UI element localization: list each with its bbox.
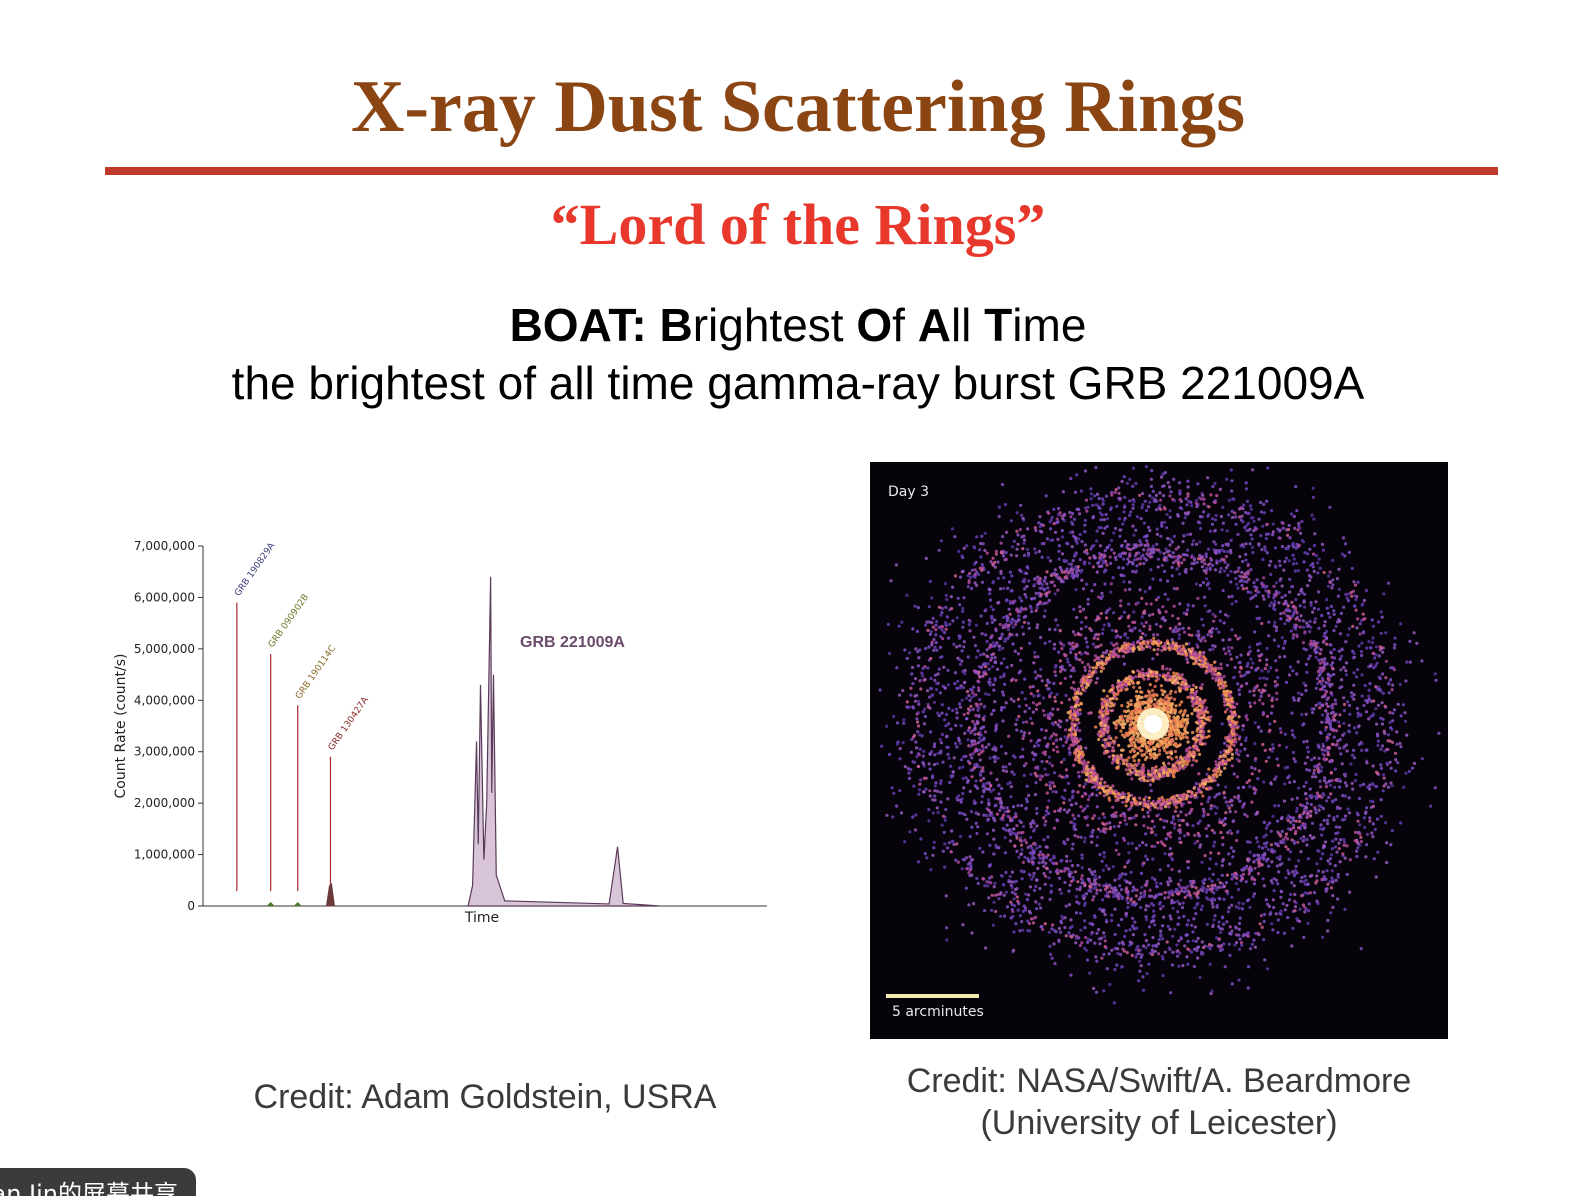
boat-segment: f	[892, 299, 918, 351]
boat-heading: BOAT: Brightest Of All Time	[0, 297, 1596, 353]
credit-left: Credit: Adam Goldstein, USRA	[253, 1078, 717, 1116]
y-tick-label: 4,000,000	[134, 693, 195, 707]
y-tick-label: 6,000,000	[134, 590, 195, 604]
x-axis-label: Time	[464, 910, 499, 926]
grb-small-bump	[266, 902, 275, 906]
boat-segment: A	[917, 299, 951, 351]
boat-segment: O	[856, 299, 893, 351]
boat-segment: B	[659, 299, 693, 351]
grb-130427a-bump	[325, 882, 336, 907]
boat-segment	[647, 299, 660, 351]
grb-221009a-curve	[467, 576, 660, 907]
boat-segment: ime	[1012, 299, 1087, 351]
boat-segment: T	[984, 299, 1013, 351]
count-rate-chart: 0 1,000,000 2,000,000 3,000,000 4,000,000 5,0…	[105, 540, 795, 960]
boat-description: the brightest of all time gamma-ray burs…	[231, 357, 1365, 409]
grb-221009a-label: GRB 221009A	[520, 634, 625, 651]
scale-bar	[886, 994, 979, 998]
slide-subtitle: “Lord of the Rings”	[550, 192, 1046, 257]
grb-small-bump	[293, 902, 302, 906]
rings-image-svg	[878, 465, 1441, 1005]
y-tick-label: 2,000,000	[134, 796, 195, 810]
grb-annotation-label: GRB 190829A	[233, 540, 278, 598]
y-tick-label: 5,000,000	[134, 642, 195, 656]
screen-share-badge[interactable]: an Jin的屏幕共享	[0, 1168, 196, 1196]
boat-segment: rightest	[692, 299, 857, 351]
chart-svg: 0 1,000,000 2,000,000 3,000,000 4,000,000 5,0…	[113, 540, 767, 926]
y-tick-label: 3,000,000	[134, 745, 195, 759]
y-tick-label: 7,000,000	[134, 540, 195, 553]
slide-title: X-ray Dust Scattering Rings	[350, 66, 1246, 148]
scatter-dots	[878, 465, 1441, 1005]
y-tick-label: 1,000,000	[134, 848, 195, 862]
grb-annotation-label: GRB 090902B	[267, 593, 311, 650]
title-divider	[105, 167, 1498, 175]
grb-annotation-label: GRB 190114C	[294, 644, 338, 701]
credit-right-line1: Credit: NASA/Swift/A. Beardmore	[906, 1062, 1412, 1100]
screen-share-label: an Jin的屏幕共享	[0, 1180, 178, 1196]
boat-segment: ll	[950, 299, 985, 351]
day-label: Day 3	[888, 484, 930, 500]
credit-right: Credit: NASA/Swift/A. Beardmore (Univers…	[870, 1060, 1448, 1144]
scale-label: 5 arcminutes	[892, 1004, 984, 1020]
y-axis-label: Count Rate (count/s)	[113, 653, 129, 798]
y-tick-label: 0	[187, 899, 195, 913]
boat-segment: BOAT:	[509, 299, 647, 351]
credit-right-line2: (University of Leicester)	[980, 1104, 1338, 1142]
dust-rings-image: Day 3 5 arcminutes	[870, 462, 1448, 1039]
grb-annotation-label: GRB 130427A	[327, 695, 372, 753]
